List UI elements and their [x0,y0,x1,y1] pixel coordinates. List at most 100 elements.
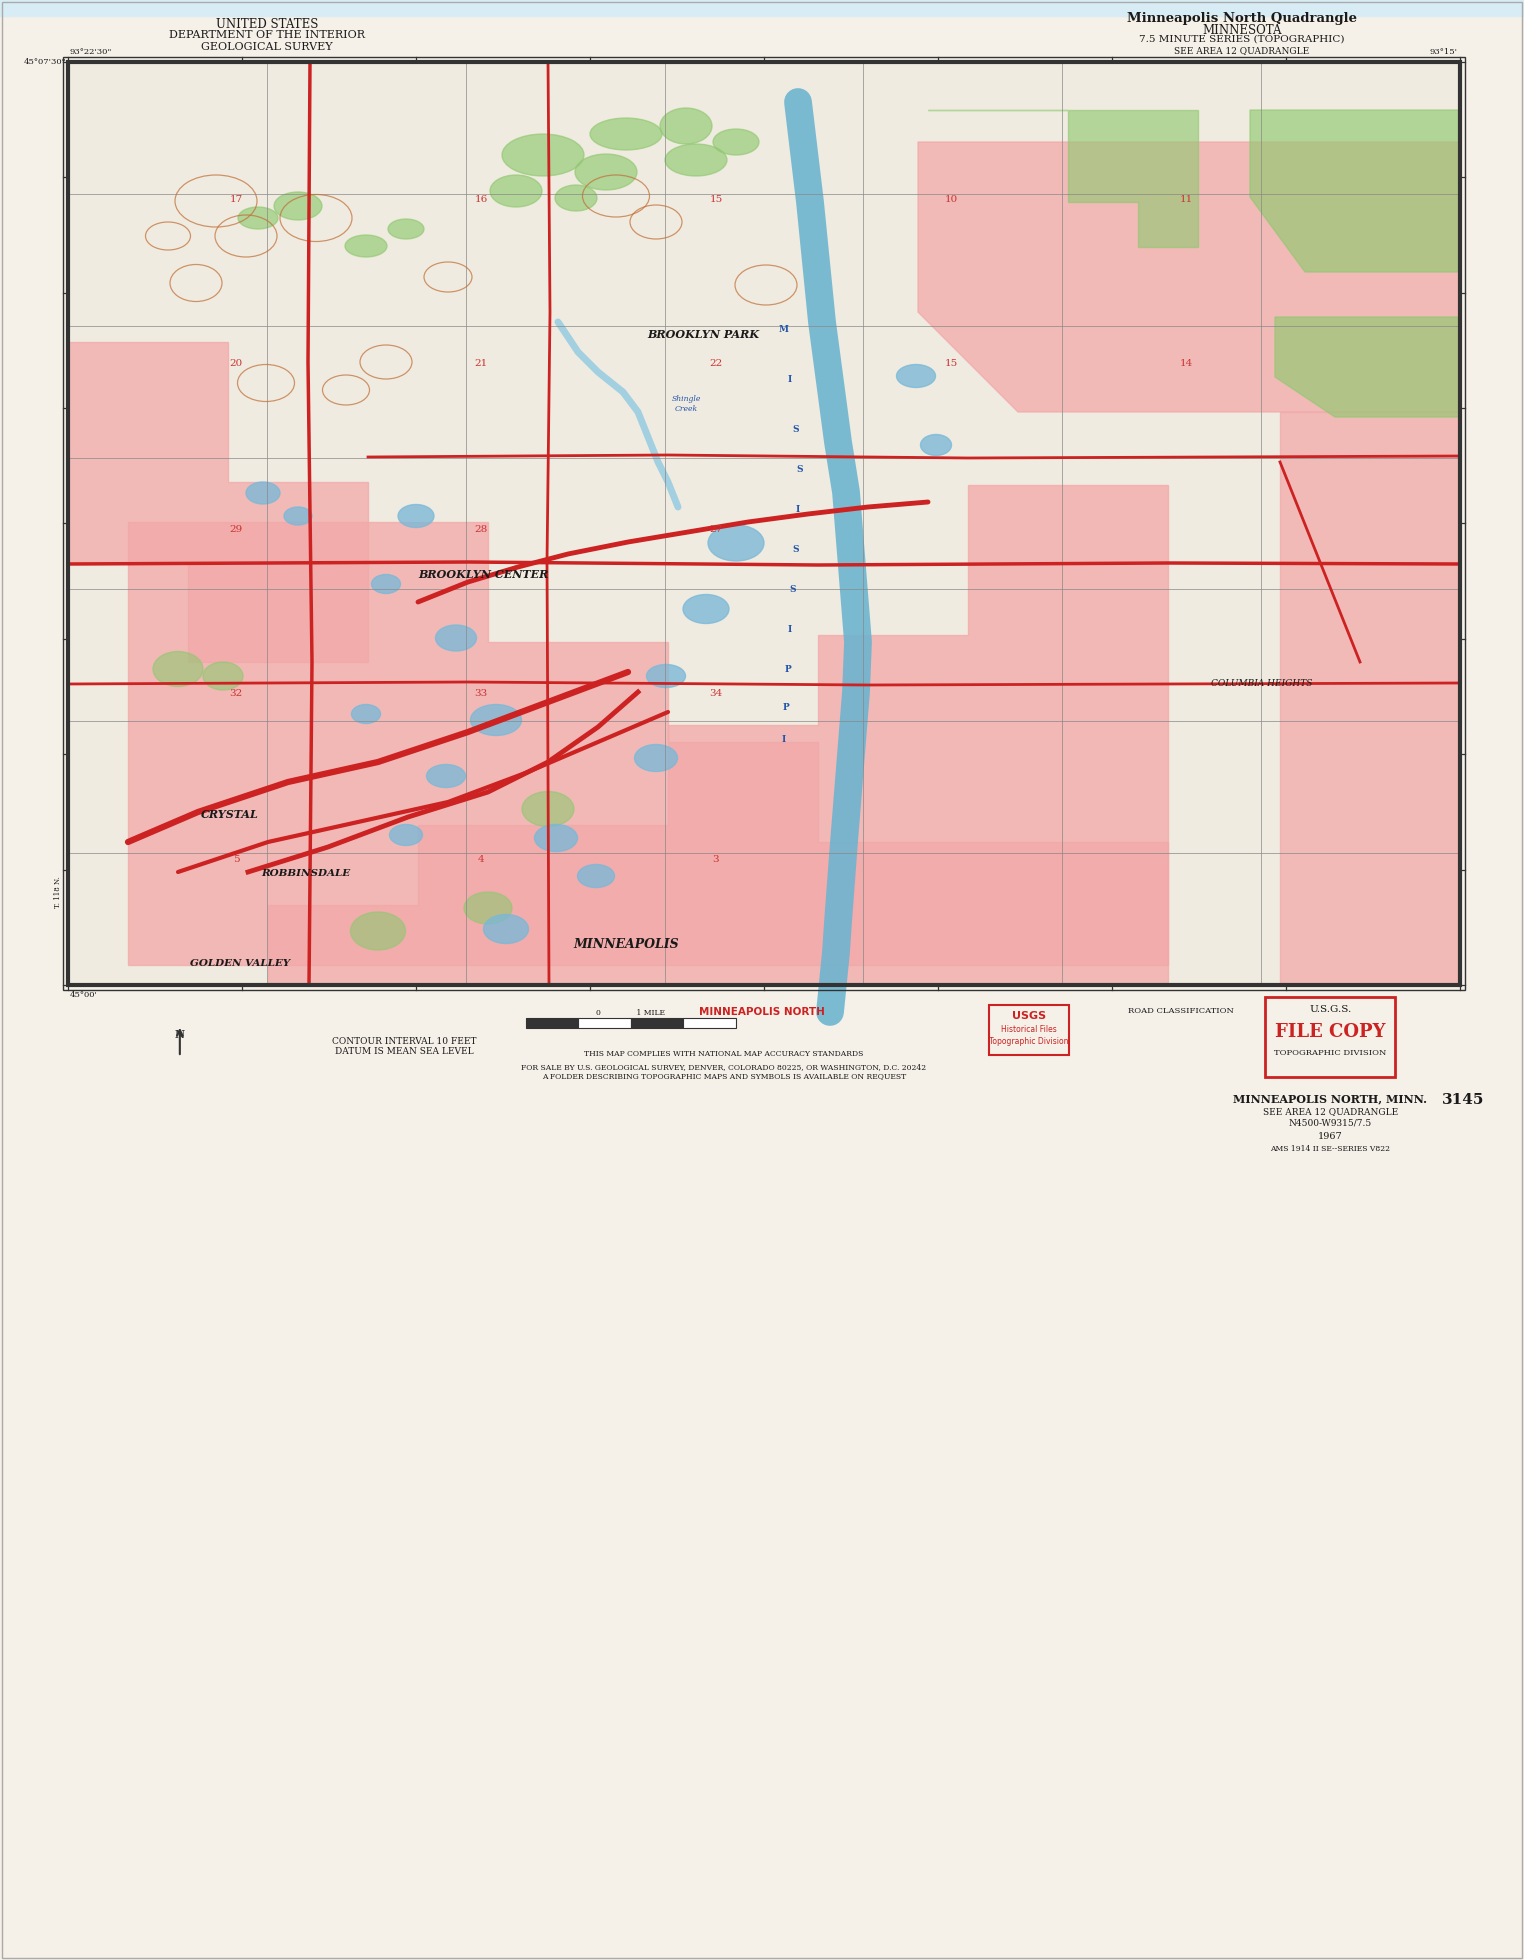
Ellipse shape [372,574,401,594]
Ellipse shape [352,704,381,723]
Text: 16: 16 [474,194,488,204]
Ellipse shape [463,892,512,923]
Bar [631,1017,683,1027]
Text: 28: 28 [474,525,488,533]
Text: 34: 34 [709,690,722,698]
Text: 3: 3 [713,855,719,864]
Text: P: P [785,666,791,674]
Ellipse shape [203,662,242,690]
Polygon shape [1280,412,1460,986]
Ellipse shape [578,864,614,888]
Ellipse shape [555,184,597,212]
Text: I: I [782,735,786,745]
Text: U.S.G.S.: U.S.G.S. [1309,1005,1352,1013]
Polygon shape [69,484,1167,986]
Bar [578,1017,631,1027]
Text: 5: 5 [233,855,239,864]
Bar [1265,998,1396,1076]
Text: BROOKLYN CENTER: BROOKLYN CENTER [418,568,549,580]
Text: Minneapolis North Quadrangle: Minneapolis North Quadrangle [1128,12,1356,25]
Polygon shape [1276,318,1460,417]
Text: 45°00': 45°00' [70,992,98,1000]
Ellipse shape [634,745,678,772]
Ellipse shape [351,911,405,951]
Text: MINNEAPOLIS: MINNEAPOLIS [573,937,678,951]
Text: S: S [797,465,803,474]
Text: 15: 15 [945,359,957,368]
Text: Topographic Division: Topographic Division [989,1037,1068,1047]
Ellipse shape [283,508,312,525]
Text: FILE COPY: FILE COPY [1276,1023,1385,1041]
Text: 0               1 MILE: 0 1 MILE [596,1009,666,1017]
Text: 4: 4 [477,855,485,864]
Ellipse shape [896,365,936,388]
Text: I: I [796,506,800,514]
Text: 10: 10 [945,194,957,204]
Polygon shape [928,110,1198,247]
Text: MINNEAPOLIS NORTH, MINN.: MINNEAPOLIS NORTH, MINN. [1233,1094,1428,1103]
Text: MINNEAPOLIS NORTH: MINNEAPOLIS NORTH [700,1007,824,1017]
Bar [0,0,1524,16]
Text: ROBBINSDALE: ROBBINSDALE [262,870,351,878]
Text: 22: 22 [709,359,722,368]
Ellipse shape [389,220,424,239]
Ellipse shape [344,235,387,257]
Ellipse shape [483,915,529,943]
Ellipse shape [491,174,543,208]
Bar [683,1017,736,1027]
Ellipse shape [501,133,584,176]
Text: GOLDEN VALLEY: GOLDEN VALLEY [190,960,290,968]
Text: 20: 20 [230,359,242,368]
Text: SEE AREA 12 QUADRANGLE: SEE AREA 12 QUADRANGLE [1175,45,1309,55]
Text: N4500-W9315/7.5: N4500-W9315/7.5 [1289,1119,1372,1129]
Text: 3145: 3145 [1442,1094,1484,1107]
Text: CONTOUR INTERVAL 10 FEET
DATUM IS MEAN SEA LEVEL: CONTOUR INTERVAL 10 FEET DATUM IS MEAN S… [332,1037,475,1056]
Text: 45°07'30": 45°07'30" [23,59,66,67]
Bar [69,63,1460,986]
Text: I: I [788,625,792,635]
Text: GEOLOGICAL SURVEY: GEOLOGICAL SURVEY [201,41,332,53]
Text: M: M [779,325,789,335]
Text: 93°22'30": 93°22'30" [70,47,113,57]
Text: S: S [789,586,796,594]
Bar [69,63,1460,986]
Ellipse shape [575,155,637,190]
Text: 33: 33 [474,690,488,698]
Text: FOR SALE BY U.S. GEOLOGICAL SURVEY, DENVER, COLORADO 80225, OR WASHINGTON, D.C. : FOR SALE BY U.S. GEOLOGICAL SURVEY, DENV… [521,1062,927,1080]
Bar [62,57,1465,990]
Text: MINNESOTA: MINNESOTA [1202,24,1282,37]
Ellipse shape [535,825,578,851]
Text: SEE AREA 12 QUADRANGLE: SEE AREA 12 QUADRANGLE [1263,1107,1398,1115]
Text: ROAD CLASSIFICATION: ROAD CLASSIFICATION [1128,1007,1234,1015]
Text: 21: 21 [474,359,488,368]
Text: 15: 15 [709,194,722,204]
Text: UNITED STATES: UNITED STATES [215,18,319,31]
Ellipse shape [436,625,477,651]
Bar [989,1005,1068,1054]
Ellipse shape [523,792,575,827]
Ellipse shape [238,208,277,229]
Text: 7.5 MINUTE SERIES (TOPOGRAPHIC): 7.5 MINUTE SERIES (TOPOGRAPHIC) [1140,35,1344,43]
Text: COLUMBIA HEIGHTS: COLUMBIA HEIGHTS [1212,680,1312,688]
Text: DEPARTMENT OF THE INTERIOR: DEPARTMENT OF THE INTERIOR [169,29,364,39]
Text: AMS 1914 II SE--SERIES V822: AMS 1914 II SE--SERIES V822 [1271,1145,1390,1152]
Ellipse shape [660,108,712,143]
Text: 93°15': 93°15' [1430,47,1458,57]
Ellipse shape [274,192,322,220]
Text: S: S [792,425,799,435]
Text: 17: 17 [230,194,242,204]
Bar [526,1017,578,1027]
Text: USGS: USGS [1012,1011,1045,1021]
Polygon shape [128,521,1167,964]
Ellipse shape [398,504,434,527]
Text: CRYSTAL: CRYSTAL [201,808,259,819]
Ellipse shape [713,129,759,155]
Text: S: S [792,545,799,555]
Text: T. 118 N.: T. 118 N. [53,876,62,907]
Ellipse shape [471,704,521,735]
Ellipse shape [245,482,280,504]
Ellipse shape [646,664,686,688]
Text: 29: 29 [230,525,242,533]
Text: 11: 11 [1180,194,1193,204]
Polygon shape [1250,110,1460,272]
